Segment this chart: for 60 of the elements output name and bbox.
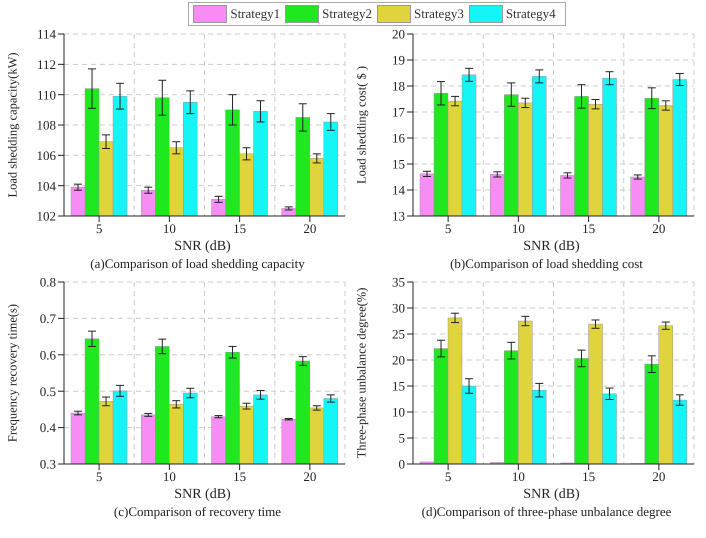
x-tick-label: 5	[444, 221, 452, 236]
x-axis-title: SNR (dB)	[173, 486, 232, 503]
y-tick-label: 16	[392, 130, 406, 146]
x-tick-label: 10	[512, 221, 525, 236]
y-tick-label: 112	[36, 56, 56, 72]
x-tick-label: 15	[582, 469, 596, 484]
x-axis-title: SNR (dB)	[522, 486, 581, 503]
y-tick-label: 19	[392, 52, 405, 68]
y-tick-label: 108	[36, 118, 56, 133]
legend-label: Strategy1	[229, 6, 282, 22]
y-tick-label: 106	[36, 148, 56, 163]
y-tick-label: 15	[392, 156, 405, 172]
x-tick-label: 5	[444, 469, 452, 484]
y-tick-label: 114	[36, 26, 56, 42]
x-axis-title: SNR (dB)	[173, 238, 232, 255]
y-tick-label: 0.6	[40, 347, 56, 362]
text: (a)Comparison of load shedding capacity	[89, 255, 306, 272]
text: (b)Comparison of load shedding cost	[449, 255, 644, 272]
y-tick-label: 15	[392, 378, 405, 394]
y-tick-label: 20	[392, 26, 405, 42]
y-tick-label: 110	[36, 87, 56, 102]
x-tick-label: 20	[652, 469, 666, 484]
x-tick-label: 10	[162, 469, 176, 484]
x-tick-label: 10	[512, 469, 525, 484]
x-tick-label: 15	[582, 221, 596, 236]
x-axis-title: SNR (dB)	[522, 238, 581, 255]
y-tick-label: 10	[392, 404, 405, 420]
x-tick-label: 15	[233, 469, 246, 484]
x-tick-label: 20	[303, 469, 316, 484]
y-tick-label: 104	[36, 178, 56, 194]
x-tick-label: 5	[96, 469, 102, 484]
y-tick-label: 17	[392, 104, 406, 120]
y-tick-label: 0	[398, 456, 405, 472]
text: (c)Comparison of recovery time	[112, 503, 282, 520]
x-tick-label: 15	[233, 221, 246, 236]
text: (d)Comparison of three-phase unbalance degree	[420, 503, 672, 520]
y-tick-label: 30	[392, 300, 405, 316]
y-tick-label: 5	[398, 430, 405, 446]
y-tick-label: 18	[392, 78, 405, 94]
y-tick-label: 14	[392, 182, 406, 198]
y-tick-label: 20	[392, 352, 405, 368]
y-axis-title: Three-phase unbalance degree(%)	[354, 288, 368, 458]
x-tick-label: 10	[162, 221, 176, 236]
y-tick-label: 0.8	[40, 274, 56, 290]
y-tick-label: 25	[392, 326, 405, 342]
y-tick-label: 13	[392, 208, 405, 224]
y-tick-label: 0.3	[40, 456, 56, 472]
y-tick-label: 0.4	[40, 420, 56, 436]
legend-label: Strategy3	[413, 6, 465, 22]
y-tick-label: 35	[392, 274, 405, 290]
x-tick-label: 5	[96, 221, 102, 236]
legend-label: Strategy2	[321, 6, 373, 22]
y-tick-label: 0.7	[40, 311, 56, 326]
legend-label: Strategy4	[504, 6, 557, 22]
y-tick-label: 102	[36, 208, 56, 224]
x-tick-label: 20	[652, 221, 666, 236]
y-tick-label: 0.5	[40, 384, 56, 399]
y-axis-title: Frequency recovery time(s)	[5, 304, 20, 442]
x-tick-label: 20	[303, 221, 316, 236]
y-axis-title: Load shedding capacity(kW)	[5, 52, 20, 198]
